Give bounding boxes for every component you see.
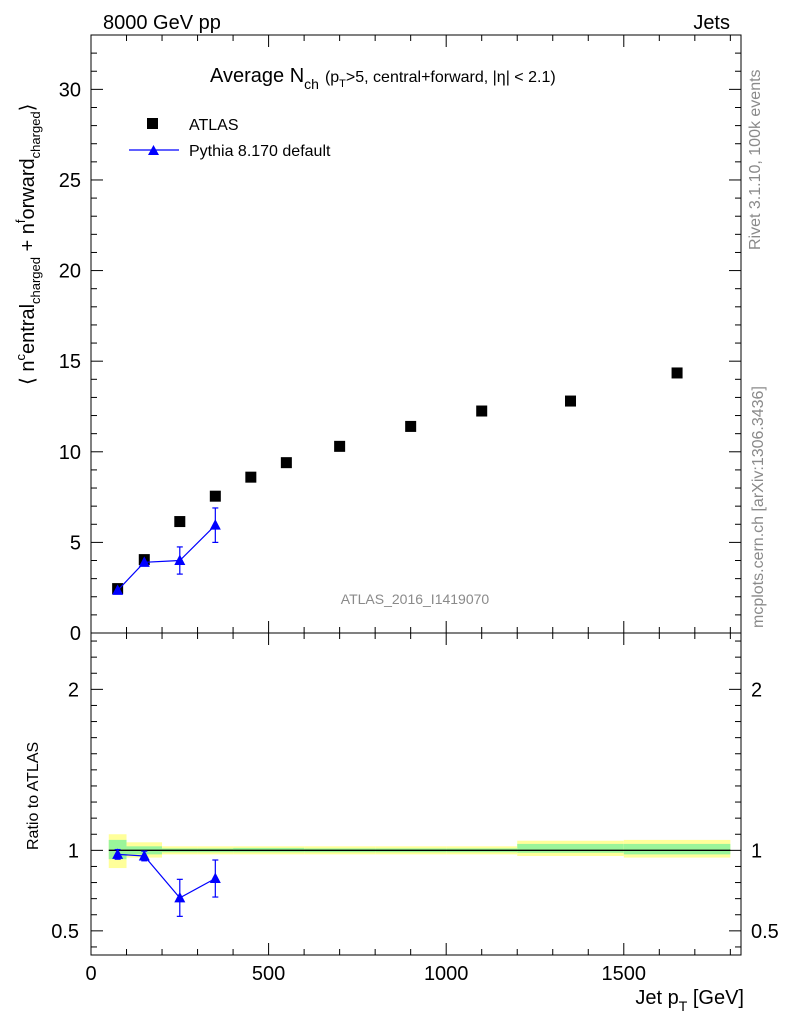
pythia-point — [174, 554, 186, 566]
main-y-axis-label: ⟨ ncentralcharged + nforwardcharged⟩ — [13, 104, 43, 385]
main-ytick-label: 15 — [59, 351, 81, 373]
ratio-pythia-point — [112, 848, 124, 859]
ratio-pythia-point — [209, 872, 221, 884]
main-ytick-label: 20 — [59, 261, 81, 283]
ratio-ytick-label-right: 1 — [751, 840, 762, 862]
main-ytick-label: 10 — [59, 442, 81, 464]
x-tick-label: 0 — [85, 963, 96, 985]
ratio-uncertainty-band-inner — [623, 843, 731, 855]
ratio-ytick-label-left: 1 — [68, 840, 79, 862]
legend-atlas-marker — [147, 118, 158, 129]
x-axis-label: Jet pT [GeV] — [635, 987, 744, 1014]
atlas-point — [405, 420, 417, 432]
pythia-line — [117, 524, 216, 591]
ratio-uncertainty-band-inner — [517, 843, 624, 853]
ratio-frame — [90, 632, 742, 956]
ratio-pythia-line — [117, 853, 216, 899]
ratio-panel: 0.5 0.5 1 1 2 2 0 500 1000 1500 Ratio to ATLAS Je… — [25, 632, 779, 1014]
ratio-ytick-label-right: 0.5 — [751, 921, 779, 943]
header-process-label: Jets — [693, 12, 730, 34]
legend: ATLAS Pythia 8.170 default — [129, 117, 331, 160]
x-tick-label: 1000 — [424, 963, 469, 985]
legend-pythia-label: Pythia 8.170 default — [189, 143, 331, 160]
atlas-point — [209, 490, 221, 502]
header-energy-label: 8000 GeV pp — [103, 12, 221, 34]
ratio-ytick-label-left: 2 — [68, 679, 79, 701]
pythia-point — [112, 584, 124, 595]
legend-atlas-label: ATLAS — [189, 117, 239, 134]
atlas-point — [334, 440, 346, 452]
atlas-point — [671, 367, 683, 379]
main-ytick-label: 0 — [70, 623, 81, 645]
main-panel: 0 5 10 15 20 25 30 Average Nch (pT>5, central+f… — [13, 34, 742, 645]
x-tick-label: 1500 — [602, 963, 647, 985]
main-ytick-label: 25 — [59, 170, 81, 192]
ratio-pythia-point — [138, 849, 150, 861]
ratio-pythia-point — [174, 891, 186, 903]
atlas-point — [476, 405, 488, 417]
rivet-version-label: Rivet 3.1.10, 100k events — [747, 69, 764, 250]
x-tick-label: 500 — [252, 963, 285, 985]
legend-pythia-marker — [148, 145, 159, 155]
ratio-ytick-label-right: 2 — [751, 679, 762, 701]
ratio-axis-ticks — [90, 633, 741, 955]
ratio-ytick-label-left: 0.5 — [51, 921, 79, 943]
analysis-id-watermark: ATLAS_2016_I1419070 — [341, 591, 490, 607]
main-ytick-label: 5 — [70, 532, 81, 554]
main-title: Average Nch (pT>5, central+forward, |η| <… — [210, 65, 556, 92]
pythia-point — [138, 556, 150, 567]
pythia-point — [209, 519, 221, 530]
ratio-y-axis-label: Ratio to ATLAS — [25, 742, 42, 850]
atlas-point — [280, 457, 292, 469]
atlas-point — [565, 395, 577, 407]
main-ytick-label: 30 — [59, 79, 81, 101]
mcplots-reference-label: mcplots.cern.ch [arXiv:1306.3436] — [750, 386, 767, 628]
atlas-point — [174, 516, 186, 528]
atlas-point — [245, 471, 257, 483]
